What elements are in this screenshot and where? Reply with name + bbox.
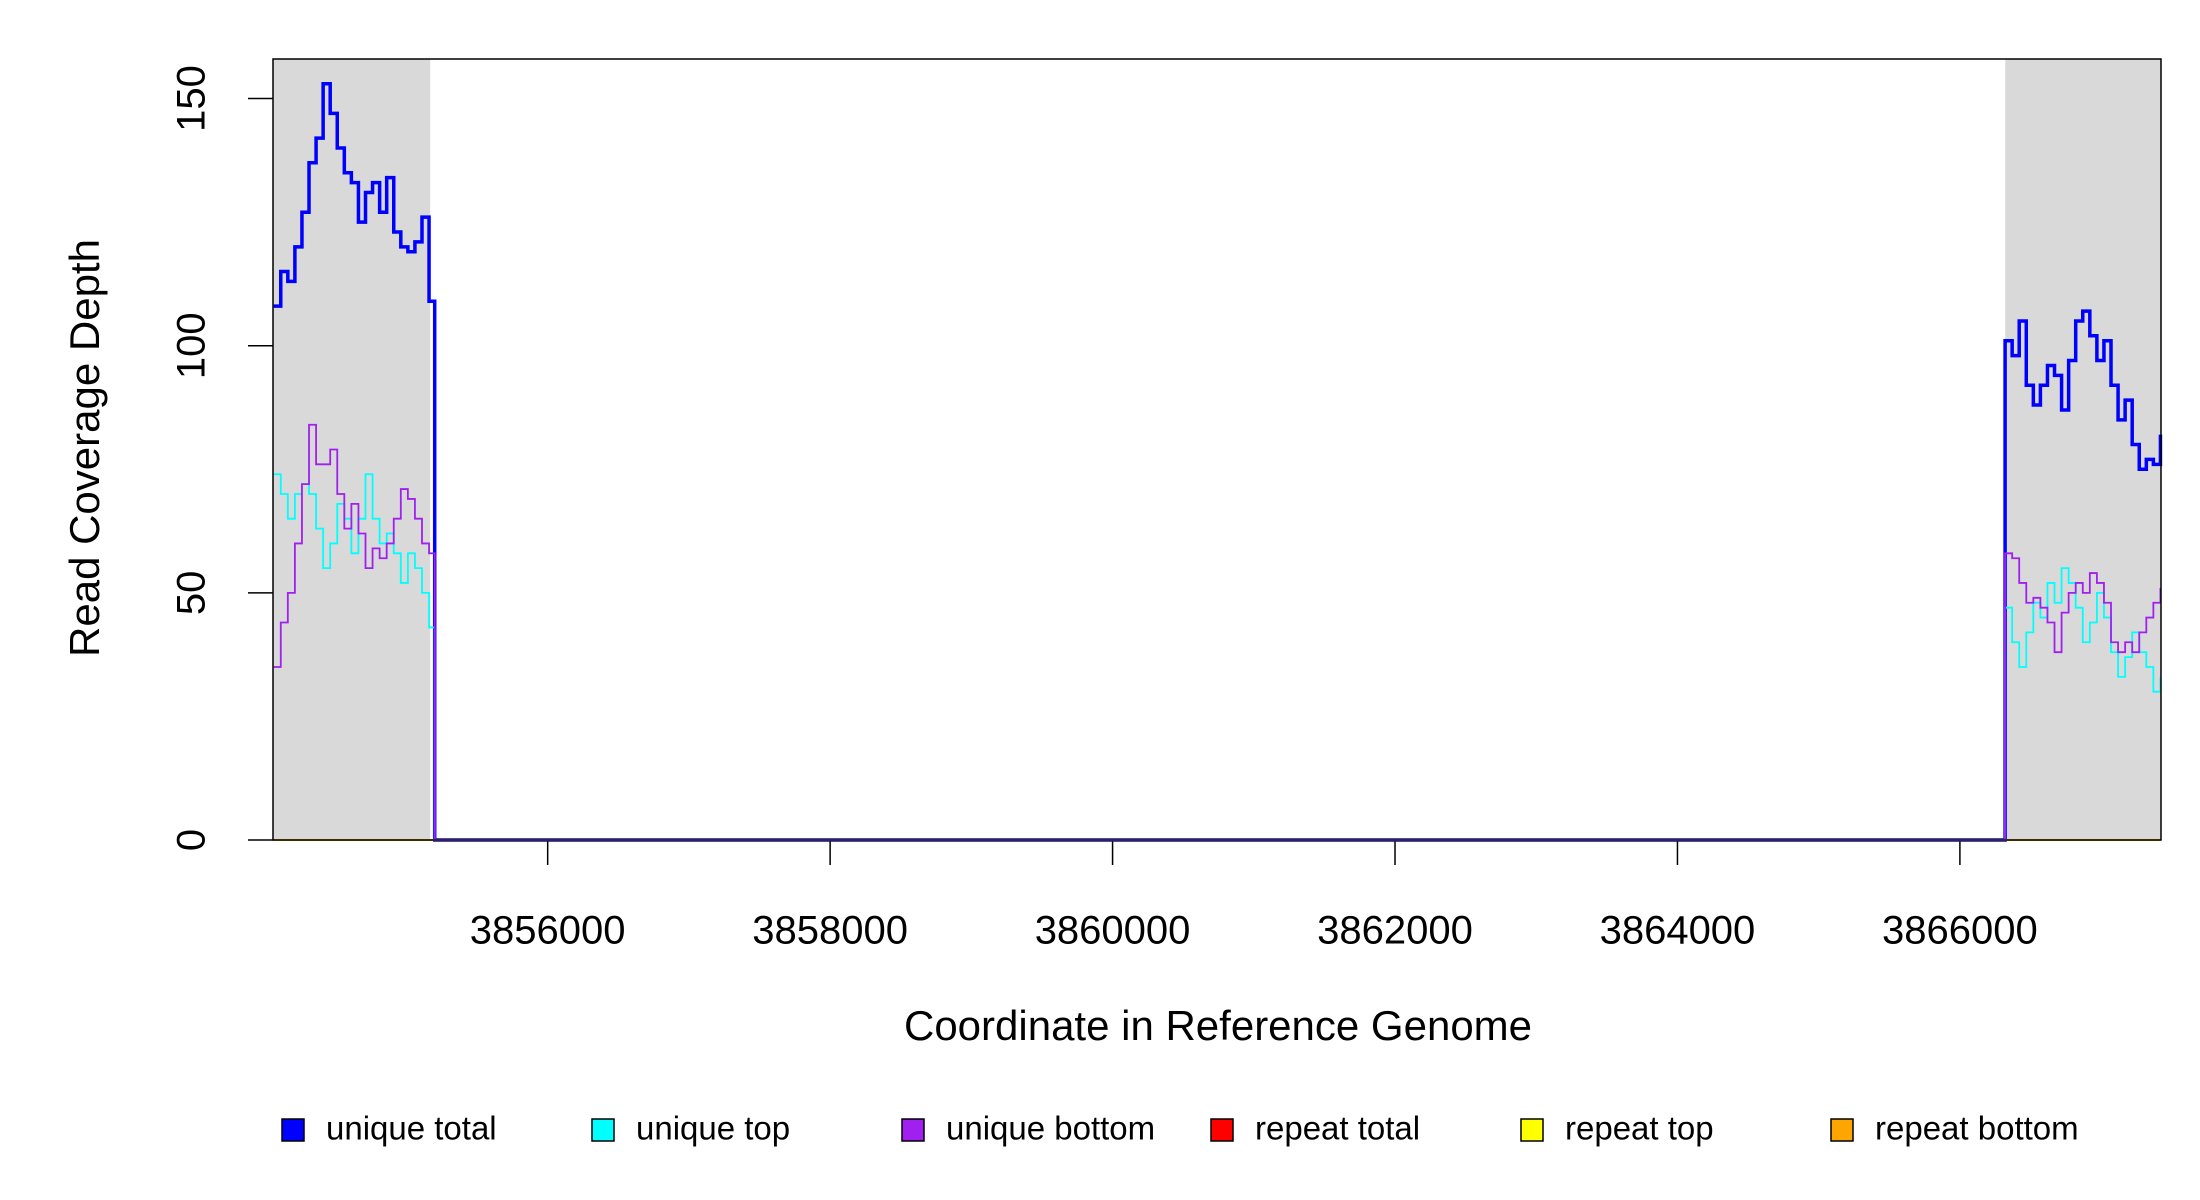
x-tick-label: 3856000 xyxy=(470,909,626,953)
y-axis-title: Read Coverage Depth xyxy=(61,239,108,657)
y-tick-label: 100 xyxy=(170,312,214,379)
series-line xyxy=(273,473,2162,841)
x-tick-label: 3866000 xyxy=(1882,909,2038,953)
series-line xyxy=(273,423,2162,841)
x-tick-label: 3862000 xyxy=(1317,909,1473,953)
y-tick-label: 50 xyxy=(170,571,214,616)
plot-frame xyxy=(272,58,2162,841)
legend-label: repeat top xyxy=(1565,1110,1714,1147)
legend-swatch xyxy=(901,1118,925,1142)
legend-label: unique top xyxy=(636,1110,790,1147)
legend-item: unique top xyxy=(591,1110,790,1147)
x-axis-title: Coordinate in Reference Genome xyxy=(904,1002,1532,1049)
shaded-region xyxy=(273,59,431,840)
y-tick-label: 0 xyxy=(170,829,214,851)
x-tick-label: 3864000 xyxy=(1600,909,1756,953)
legend-item: repeat top xyxy=(1520,1110,1714,1147)
legend-item: unique total xyxy=(281,1110,497,1147)
legend-item: unique bottom xyxy=(901,1110,1155,1147)
x-tick-label: 3860000 xyxy=(1035,909,1191,953)
y-tick-label: 150 xyxy=(170,65,214,132)
legend-swatch xyxy=(591,1118,615,1142)
legend-swatch xyxy=(1520,1118,1544,1142)
legend-item: repeat total xyxy=(1210,1110,1420,1147)
legend-label: unique total xyxy=(326,1110,497,1147)
shaded-region xyxy=(2005,59,2161,840)
legend-swatch xyxy=(281,1118,305,1142)
legend-swatch xyxy=(1210,1118,1234,1142)
legend-label: unique bottom xyxy=(946,1110,1155,1147)
legend-label: repeat total xyxy=(1255,1110,1420,1147)
series-line xyxy=(273,81,2163,842)
legend-label: repeat bottom xyxy=(1875,1110,2079,1147)
legend-swatch xyxy=(1830,1118,1854,1142)
x-tick-label: 3858000 xyxy=(752,909,908,953)
legend-item: repeat bottom xyxy=(1830,1110,2079,1147)
